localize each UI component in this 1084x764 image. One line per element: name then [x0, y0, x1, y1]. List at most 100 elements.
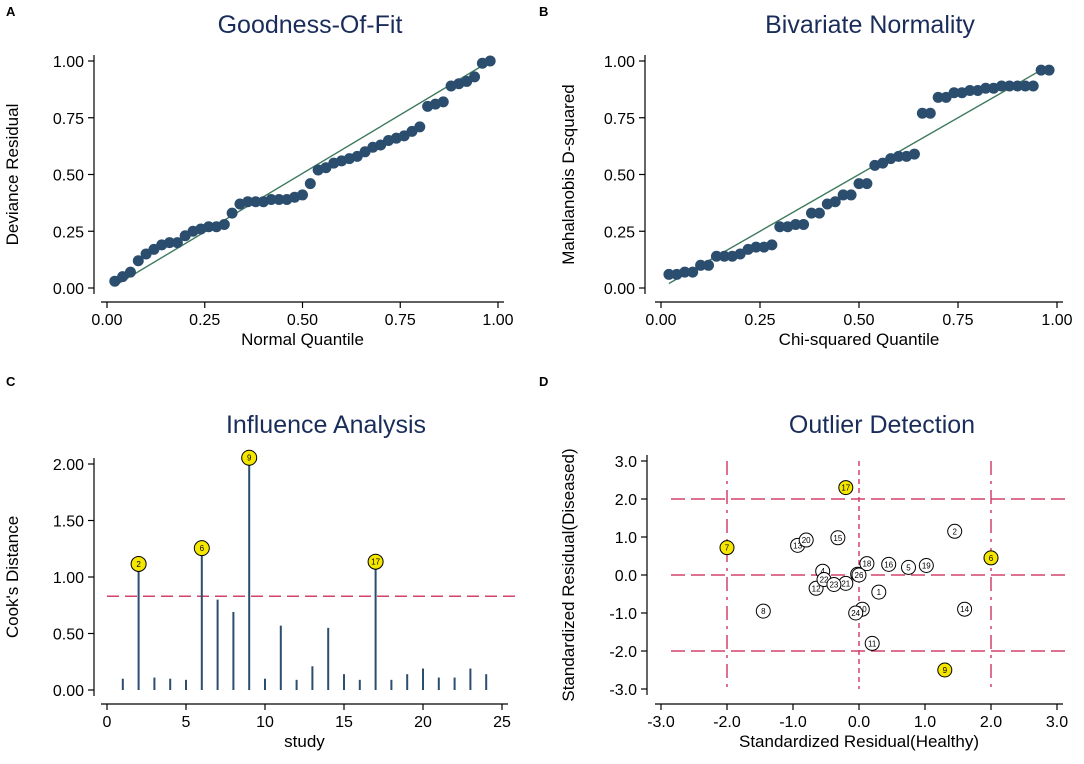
point-label: 15 [833, 534, 842, 543]
point-label: 8 [761, 607, 766, 616]
x-tick-label: 0.00 [645, 312, 676, 329]
data-point [124, 266, 136, 278]
chart-title-b: Bivariate Normality [765, 11, 975, 39]
data-point [663, 268, 675, 280]
data-point [848, 605, 864, 621]
point-label: 14 [960, 605, 969, 614]
x-tick-label: 25 [493, 714, 511, 731]
data-point [265, 193, 277, 205]
data-point [798, 218, 810, 230]
y-tick-label: 0.25 [53, 224, 84, 241]
highlight-marker [193, 540, 210, 557]
point-label: 19 [922, 562, 931, 571]
x-tick-label: 0.75 [942, 312, 973, 329]
data-point [853, 178, 865, 190]
x-tick-label: 0.75 [385, 312, 416, 329]
chart-title-d: Outlier Detection [789, 411, 975, 439]
data-point [813, 207, 825, 219]
data-point [304, 178, 316, 190]
point-label: 12 [812, 584, 821, 593]
y-axis-title: Standardized Residual(Diseased) [559, 448, 578, 701]
panel-letter-d: D [539, 374, 548, 389]
data-point [469, 71, 481, 83]
y-axis-title: Mahalanobis D-squared [559, 84, 578, 265]
data-point [1011, 80, 1023, 92]
data-point [171, 237, 183, 249]
y-tick-label: 0.0 [615, 568, 637, 585]
data-point [957, 601, 973, 617]
outlier-point [719, 540, 735, 556]
data-point [1035, 64, 1047, 76]
data-point [203, 221, 215, 233]
data-point [164, 237, 176, 249]
x-tick-label: 10 [256, 714, 274, 731]
point-label: 4 [820, 567, 825, 576]
x-tick-label: 5 [182, 714, 191, 731]
data-point [703, 259, 715, 271]
chart-a: 0.00 0.25 0.50 0.75 1.00 0.00 0.25 0.50 0.75 1.00… [3, 54, 514, 349]
x-tick-label: 20 [414, 714, 432, 731]
data-point [908, 148, 920, 160]
highlight-marker [130, 555, 147, 572]
data-point [250, 196, 262, 208]
y-tick-label: -3.0 [609, 682, 637, 699]
panel-letter-a: A [6, 4, 16, 19]
y-tick-label: -2.0 [609, 644, 637, 661]
y-tick-label: 1.00 [53, 54, 84, 71]
data-point [774, 221, 786, 233]
point-label: 11 [868, 639, 877, 648]
outlier-point [838, 480, 854, 496]
point-label: 26 [855, 571, 864, 580]
chart-title-a: Goodness-Of-Fit [218, 11, 403, 39]
x-tick-label: 1.00 [1041, 312, 1072, 329]
x-tick-label: 1.00 [482, 312, 513, 329]
chart-b: 0.00 0.25 0.50 0.75 1.00 0.00 0.25 0.50 0.75 1.00… [559, 54, 1073, 349]
data-point [859, 556, 875, 572]
y-tick-label: 0.75 [53, 111, 84, 128]
data-point [226, 207, 238, 219]
data-point [881, 556, 897, 572]
data-point [695, 259, 707, 271]
data-point [1019, 80, 1031, 92]
data-point [798, 532, 814, 548]
data-point [679, 266, 691, 278]
y-axis-title: Cook's Distance [3, 516, 22, 638]
point-label: 17 [841, 484, 850, 493]
data-point [484, 55, 496, 67]
y-tick-label: 1.00 [604, 54, 635, 71]
chart-d: -3.0 -2.0 -1.0 0.0 1.0 2.0 3.0 -3.0 -2.0 -1.0 0.0 1… [559, 448, 1068, 751]
point-label: 6 [989, 554, 994, 563]
data-point [916, 107, 928, 119]
data-point [242, 196, 254, 208]
y-tick-label: 0.00 [53, 281, 84, 298]
point-label: 16 [884, 560, 893, 569]
point-label: 10 [858, 605, 867, 614]
y-tick-label: 2.0 [615, 492, 637, 509]
x-tick-label: 15 [335, 714, 353, 731]
data-point [948, 87, 960, 99]
point-label: 20 [802, 536, 811, 545]
y-tick-label: 1.00 [53, 570, 84, 587]
chart-title-c: Influence Analysis [226, 411, 426, 439]
point-label: 23 [829, 581, 838, 590]
data-point [790, 218, 802, 230]
data-point [1027, 80, 1039, 92]
data-point [845, 189, 857, 201]
data-point [996, 80, 1008, 92]
data-point [718, 250, 730, 262]
x-axis-title: Standardized Residual(Healthy) [739, 732, 979, 751]
data-point [837, 189, 849, 201]
x-tick-label: 3.0 [1046, 714, 1068, 731]
point-label: 24 [851, 609, 860, 618]
data-point [826, 577, 842, 592]
data-point [864, 635, 880, 651]
highlight-marker [367, 553, 384, 570]
data-point [297, 189, 308, 201]
y-tick-label: 0.75 [604, 111, 635, 128]
highlight-label: 2 [136, 560, 141, 569]
highlight-label: 17 [371, 558, 380, 567]
data-point [947, 523, 963, 539]
data-point [687, 266, 699, 278]
y-tick-label: 0.00 [604, 281, 635, 298]
